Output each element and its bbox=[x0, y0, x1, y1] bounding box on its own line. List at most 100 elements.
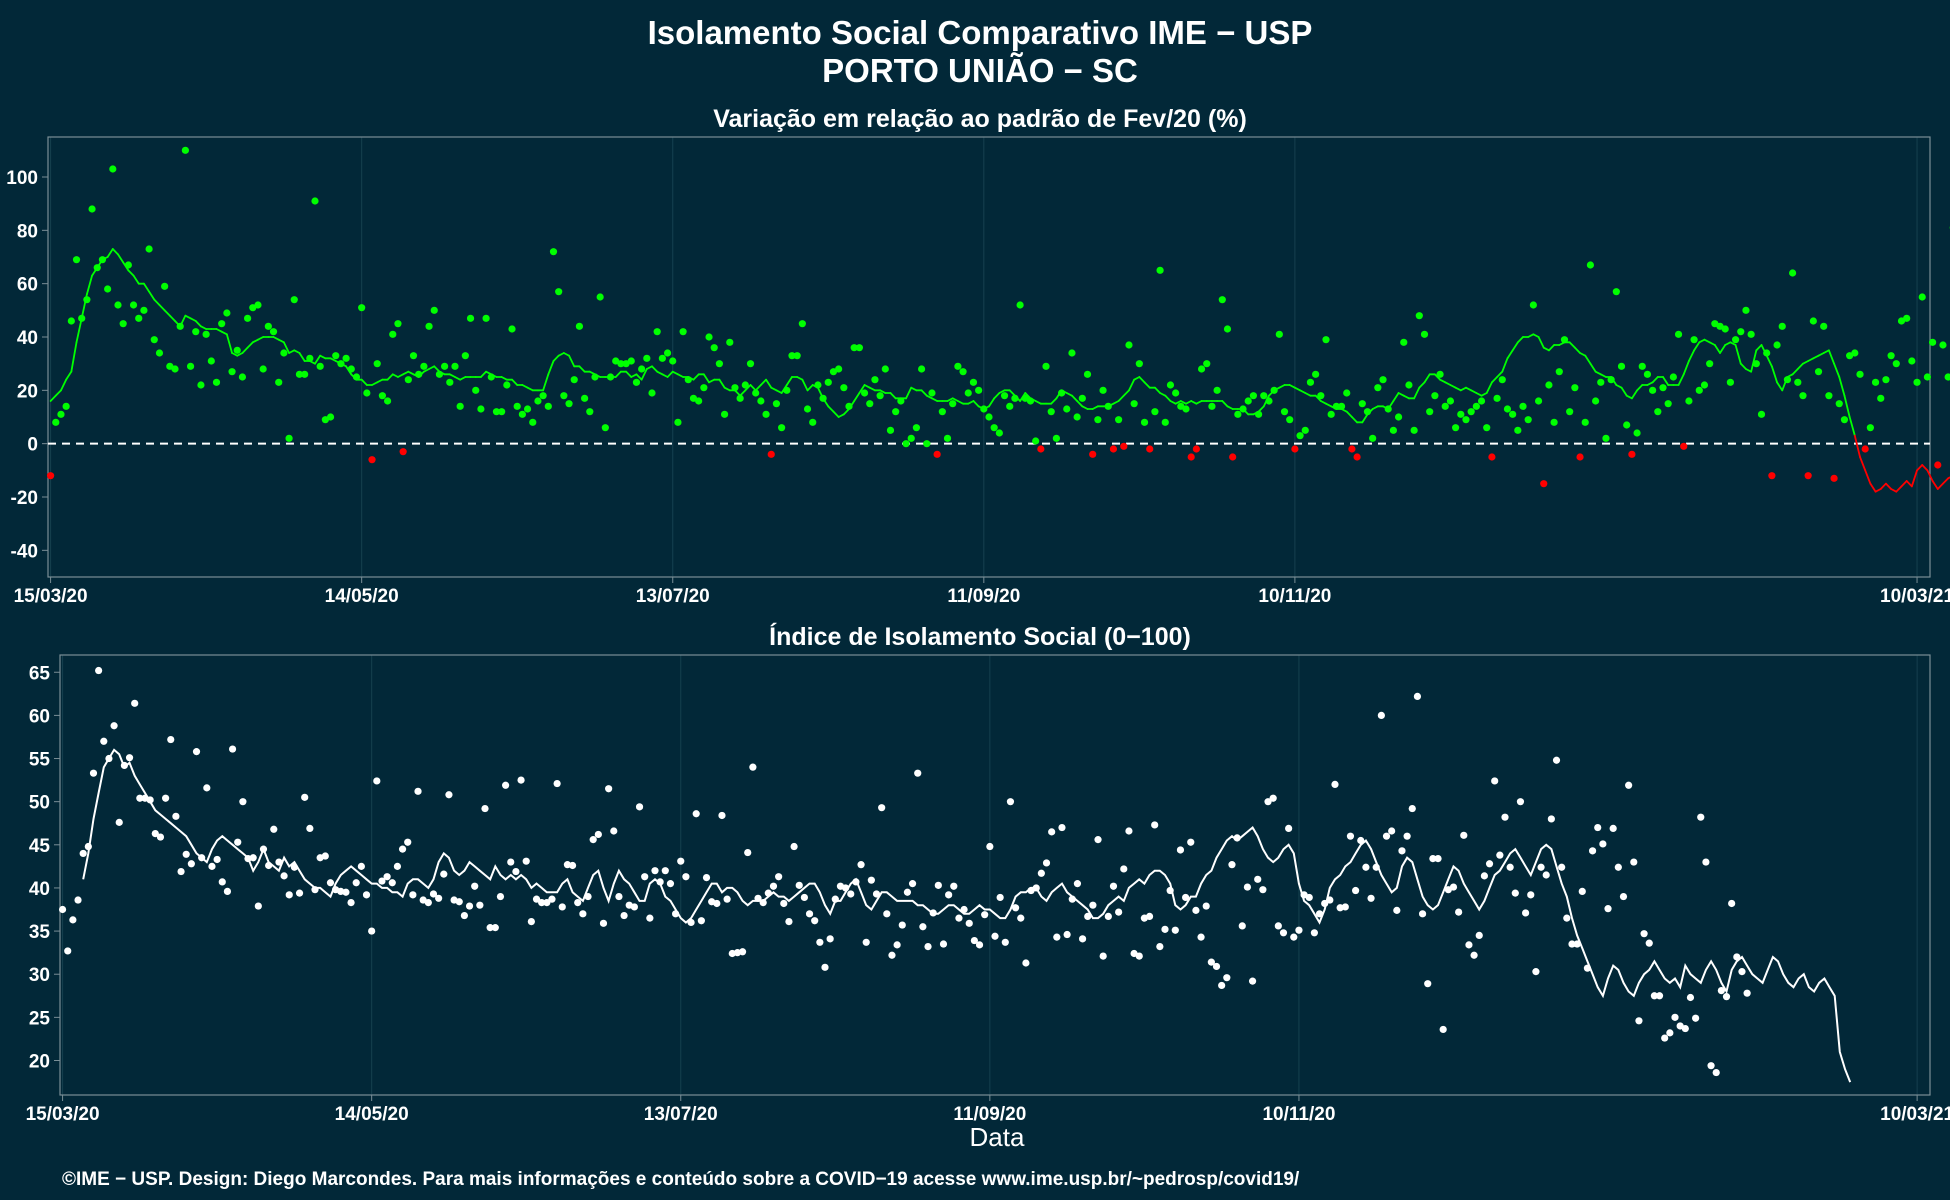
moving-average-line bbox=[82, 748, 1852, 1083]
data-point bbox=[208, 862, 216, 870]
moving-average-segment bbox=[1314, 394, 1322, 402]
moving-average-segment bbox=[526, 386, 534, 392]
data-point bbox=[1671, 1013, 1679, 1021]
data-point bbox=[1348, 445, 1356, 453]
moving-average-segment bbox=[744, 384, 752, 392]
data-point bbox=[1011, 394, 1019, 402]
data-point bbox=[151, 829, 159, 838]
data-point bbox=[835, 365, 843, 373]
data-point bbox=[939, 940, 948, 948]
moving-average-segment bbox=[1449, 384, 1457, 389]
data-point bbox=[805, 910, 814, 918]
data-point bbox=[720, 410, 729, 418]
data-point bbox=[672, 910, 680, 918]
moving-average-segment bbox=[614, 370, 622, 378]
data-point bbox=[1403, 832, 1411, 840]
moving-average-segment bbox=[1698, 338, 1706, 344]
moving-average-segment bbox=[448, 373, 456, 378]
data-point bbox=[1228, 861, 1236, 869]
data-point bbox=[110, 722, 118, 730]
data-point bbox=[1353, 453, 1361, 461]
data-point bbox=[1511, 889, 1519, 897]
moving-average-segment bbox=[1159, 392, 1167, 397]
moving-average-segment bbox=[1625, 394, 1633, 400]
data-point bbox=[363, 389, 371, 397]
data-point bbox=[62, 402, 70, 410]
data-point bbox=[1431, 392, 1439, 400]
data-point bbox=[928, 389, 936, 397]
data-point bbox=[898, 921, 906, 929]
data-point bbox=[1586, 261, 1595, 269]
moving-average-segment bbox=[1361, 413, 1369, 424]
moving-average-segment bbox=[480, 370, 487, 378]
data-point bbox=[156, 833, 165, 841]
data-point bbox=[866, 400, 874, 408]
data-point bbox=[1742, 306, 1750, 314]
data-point bbox=[527, 917, 535, 926]
moving-average-segment bbox=[407, 370, 415, 376]
moving-average-segment bbox=[651, 365, 659, 373]
moving-average-segment bbox=[1879, 482, 1887, 490]
data-point bbox=[1032, 437, 1040, 445]
moving-average-segment bbox=[1620, 386, 1628, 397]
data-point bbox=[466, 314, 475, 322]
moving-average-segment bbox=[1454, 386, 1462, 392]
data-point bbox=[64, 947, 72, 955]
moving-average-segment bbox=[1081, 405, 1089, 410]
data-point bbox=[798, 320, 806, 328]
data-point bbox=[1522, 909, 1530, 917]
data-point bbox=[700, 384, 708, 392]
data-point bbox=[1462, 416, 1470, 424]
data-point bbox=[1669, 373, 1677, 381]
moving-average-segment bbox=[925, 394, 933, 400]
data-point bbox=[1707, 1062, 1715, 1070]
data-point bbox=[1737, 328, 1745, 336]
data-point bbox=[1099, 386, 1107, 394]
data-point bbox=[897, 397, 905, 405]
data-point bbox=[1825, 392, 1833, 400]
moving-average-segment bbox=[1133, 376, 1141, 381]
data-point bbox=[465, 902, 474, 910]
data-point bbox=[981, 911, 989, 919]
data-point bbox=[1566, 408, 1574, 416]
data-point bbox=[1115, 908, 1123, 916]
data-point bbox=[1514, 426, 1522, 434]
data-point bbox=[93, 264, 101, 272]
data-point bbox=[1048, 828, 1056, 836]
data-point bbox=[1918, 293, 1926, 301]
data-point bbox=[754, 894, 762, 902]
moving-average-segment bbox=[1662, 376, 1670, 386]
moving-average-segment bbox=[552, 354, 560, 362]
y-tick-label: 60 bbox=[17, 275, 38, 296]
data-point bbox=[440, 870, 448, 878]
data-point bbox=[1377, 711, 1385, 719]
data-point bbox=[512, 867, 520, 876]
moving-average-segment bbox=[1413, 386, 1421, 400]
x-tick-label: 11/09/20 bbox=[953, 1104, 1026, 1125]
y-tick-label: 20 bbox=[29, 1051, 50, 1072]
moving-average-segment bbox=[1548, 344, 1556, 352]
data-point bbox=[306, 354, 314, 362]
data-point bbox=[1700, 381, 1709, 389]
data-point bbox=[632, 378, 641, 386]
moving-average-segment bbox=[1304, 392, 1312, 397]
data-point bbox=[914, 769, 922, 777]
data-point bbox=[1434, 855, 1442, 863]
data-point bbox=[1208, 402, 1216, 410]
y-tick-label: 80 bbox=[17, 221, 38, 242]
data-point bbox=[954, 362, 962, 370]
data-point bbox=[741, 381, 749, 389]
moving-average-segment bbox=[858, 384, 866, 394]
data-point bbox=[1057, 389, 1066, 397]
data-point bbox=[446, 378, 454, 386]
data-point bbox=[1073, 413, 1081, 421]
moving-average-segment bbox=[1636, 384, 1644, 392]
data-point bbox=[1460, 831, 1468, 839]
data-point bbox=[1814, 368, 1823, 376]
data-point bbox=[816, 938, 824, 946]
moving-average-segment bbox=[117, 253, 125, 264]
moving-average-segment bbox=[972, 400, 980, 408]
data-point bbox=[785, 917, 793, 926]
moving-average-segment bbox=[1226, 405, 1234, 410]
